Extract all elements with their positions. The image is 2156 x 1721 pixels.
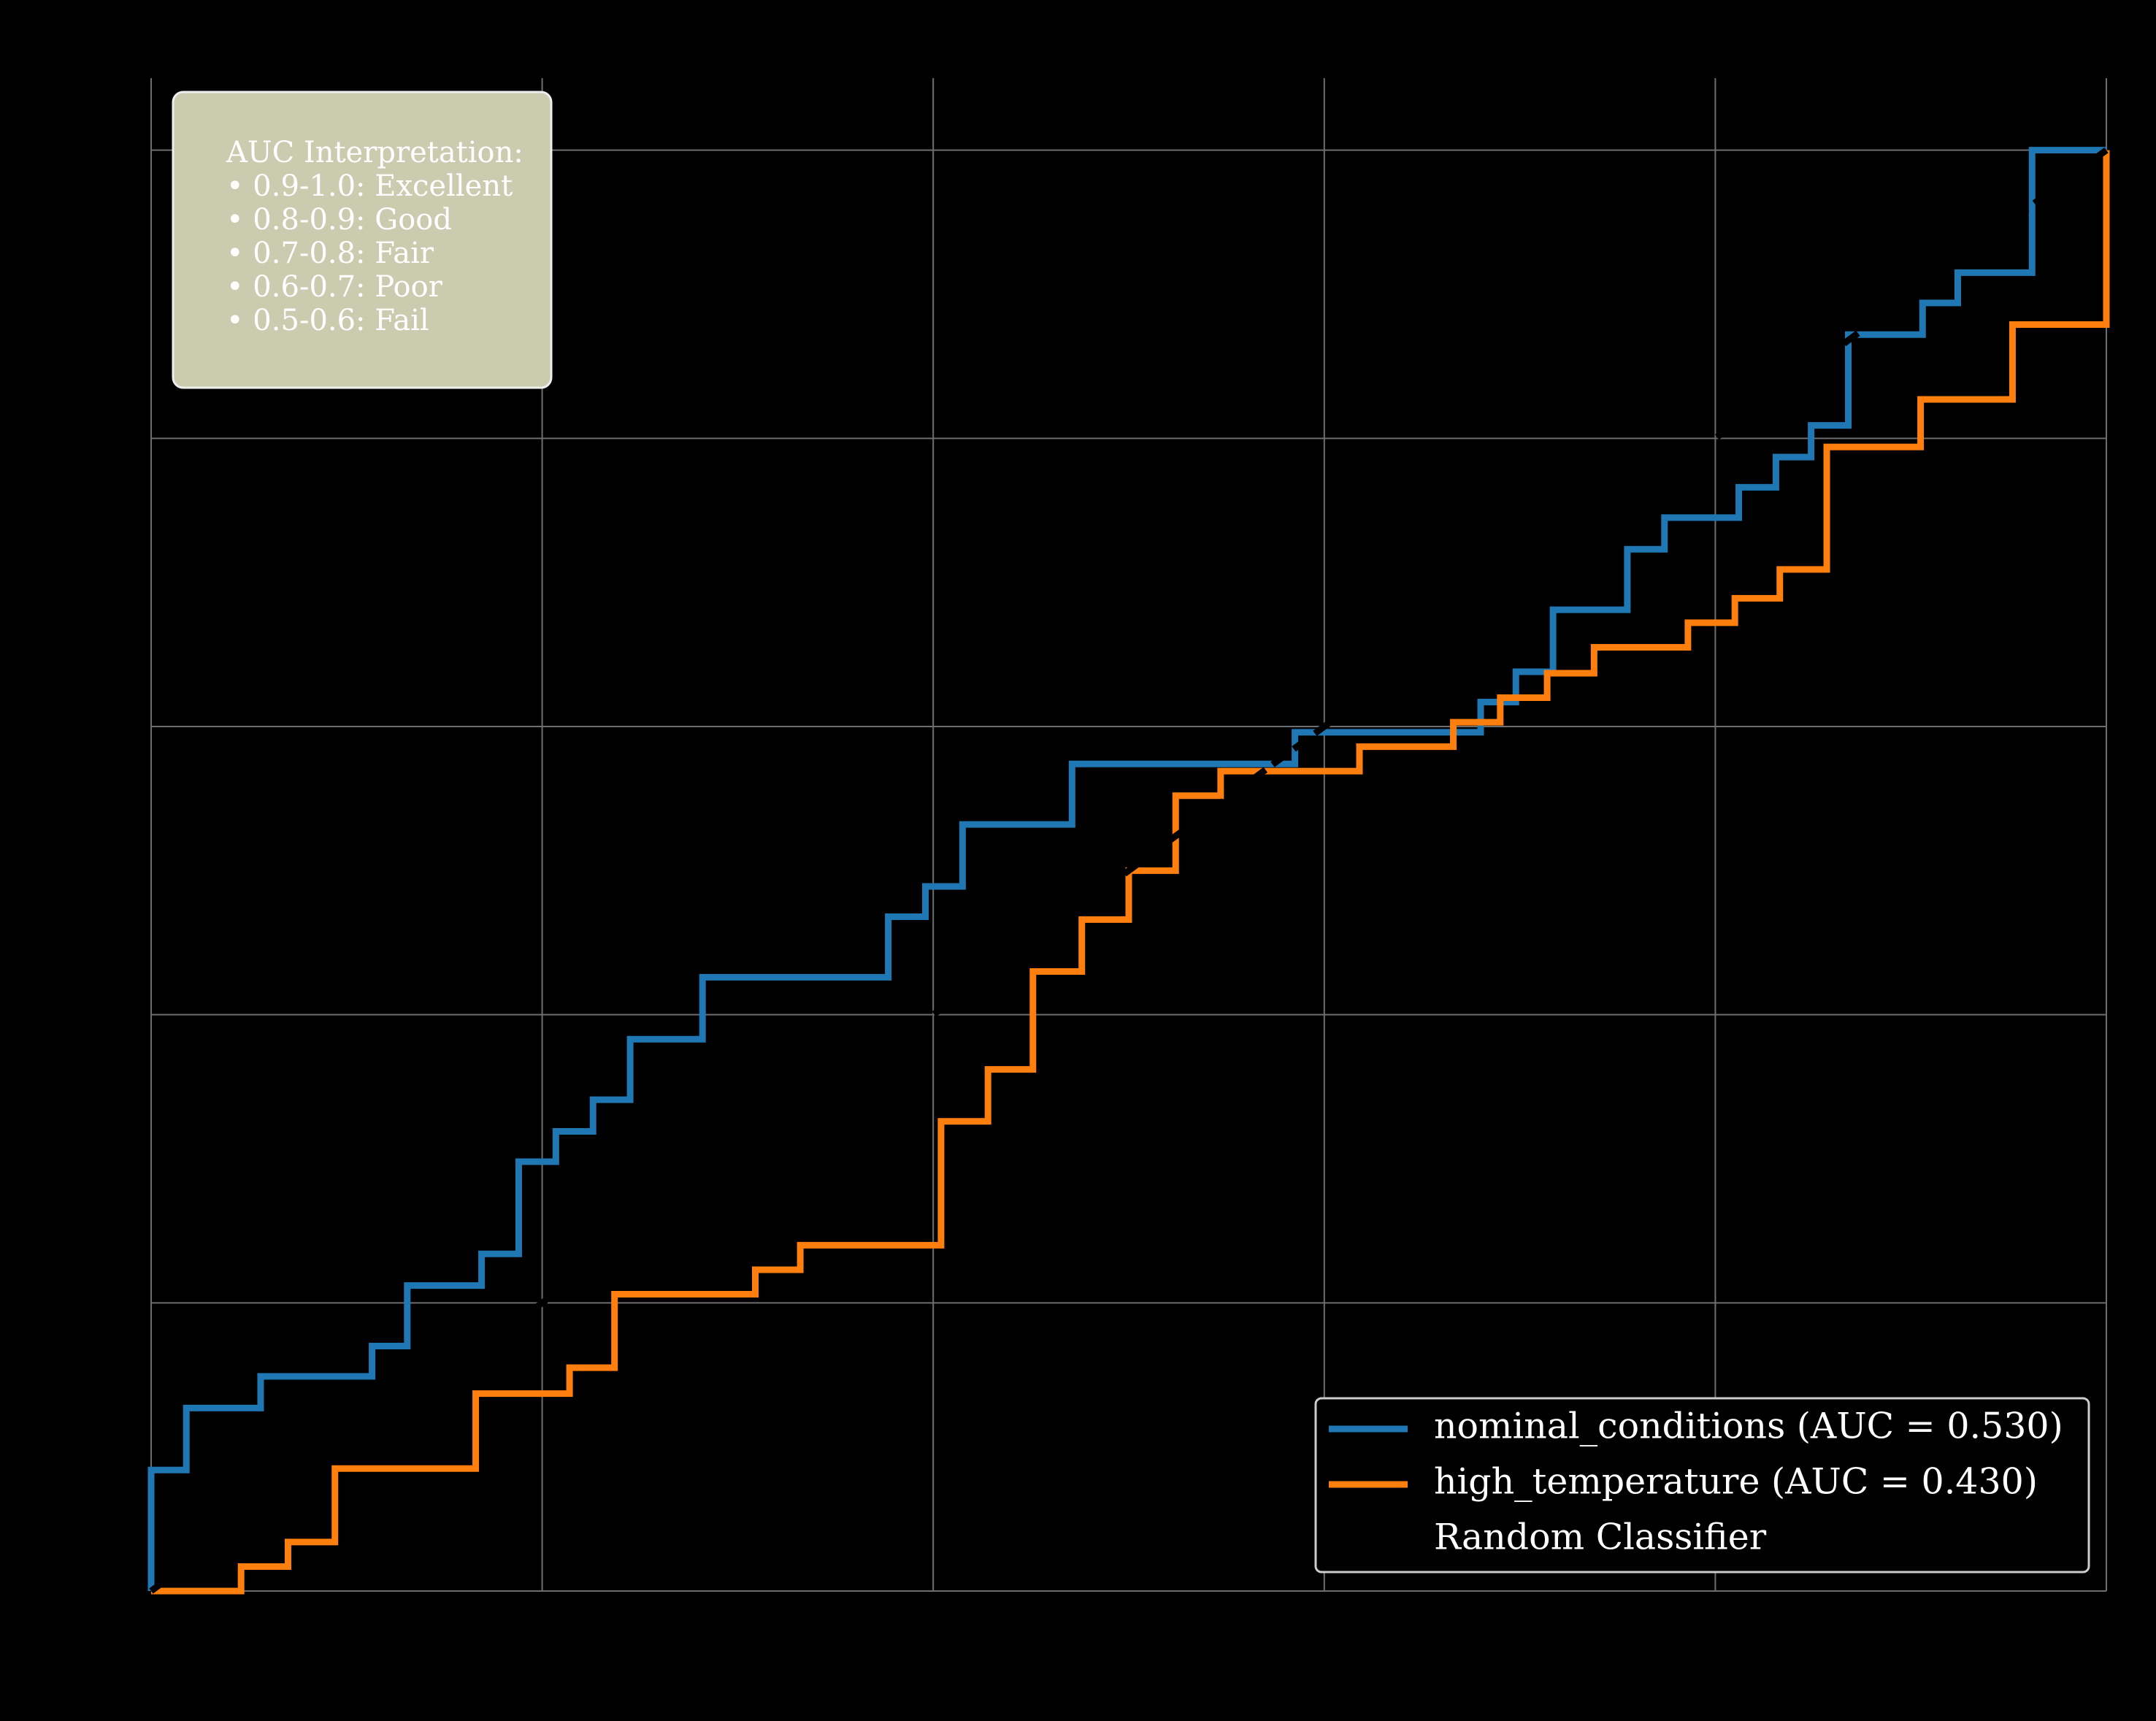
x-tick-label: 1 <box>2098 1603 2115 1633</box>
annotation-line: • 0.6-0.7: Poor <box>226 270 443 304</box>
roc-curve <box>149 147 2109 1594</box>
legend-box <box>1314 1397 2090 1574</box>
annotation-line: AUC Interpretation: <box>226 136 523 169</box>
annotation-line: • 0.7-0.8: Fair <box>226 237 434 270</box>
x-tick-label: 0.4 <box>913 1603 954 1633</box>
x-tick-label: 0.6 <box>1303 1603 1345 1633</box>
y-tick-label: 0 <box>123 1574 139 1604</box>
legend-label: high_temperature (AUC = 0.430) <box>1434 1461 2038 1503</box>
annotation-box <box>172 91 553 389</box>
y-tick-label: 0.8 <box>98 421 139 451</box>
legend-label: Random Classifier <box>1434 1517 1767 1558</box>
legend-label: nominal_conditions (AUC = 0.530) <box>1434 1406 2063 1447</box>
annotation-line: • 0.8-0.9: Good <box>226 203 452 237</box>
x-tick-label: 0.8 <box>1695 1603 1736 1633</box>
annotation-line: • 0.9-1.0: Excellent <box>226 169 513 203</box>
y-tick-label: 0.6 <box>98 710 139 740</box>
x-tick-label: 0.2 <box>521 1603 563 1633</box>
annotation: AUC Interpretation:• 0.9-1.0: Excellent•… <box>172 91 553 389</box>
y-tick-label: 1 <box>123 134 139 164</box>
roc-curve <box>147 147 2106 1591</box>
y-tick-label: 0.2 <box>98 1286 139 1316</box>
annotation-line: • 0.5-0.6: Fail <box>226 304 429 337</box>
y-tick-label: 0.4 <box>98 998 139 1028</box>
roc-curve <box>151 150 2110 1595</box>
x-tick-label: 0 <box>143 1603 160 1633</box>
legend: nominal_conditions (AUC = 0.530) high_tem… <box>1314 1397 2090 1574</box>
